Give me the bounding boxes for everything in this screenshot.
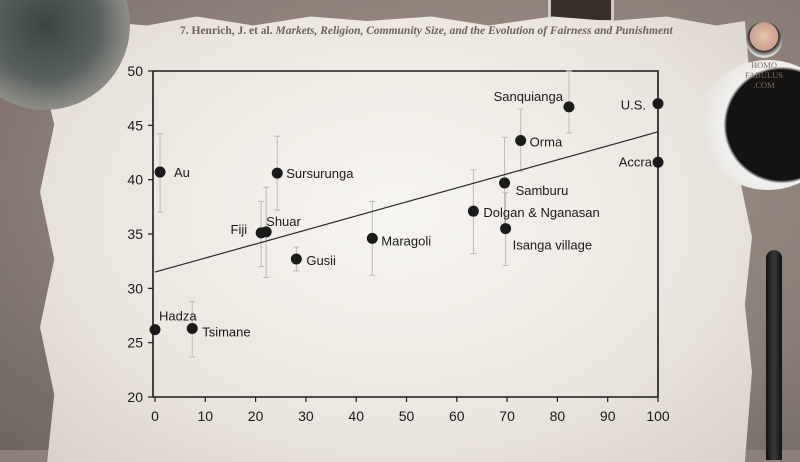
data-point — [500, 223, 512, 235]
data-point — [563, 101, 575, 113]
paper-sheet — [40, 16, 752, 462]
point-label: Hadza — [159, 309, 197, 324]
x-tick-label: 80 — [550, 408, 566, 424]
point-label: U.S. — [621, 98, 646, 113]
point-label: Dolgan & Nganasan — [483, 205, 599, 220]
plot-frame — [153, 70, 659, 397]
data-point — [467, 205, 479, 217]
x-tick-label: 40 — [348, 408, 364, 424]
data-point — [149, 324, 161, 336]
point-label: Shuar — [266, 214, 301, 229]
point-label: Isanga village — [513, 238, 593, 253]
data-point — [154, 166, 166, 178]
y-tick-label: 35 — [127, 226, 143, 242]
point-label: Accra — [619, 154, 653, 169]
data-point — [366, 232, 378, 244]
point-label: Maragoli — [381, 233, 431, 248]
pen — [766, 250, 782, 460]
watermark-line: HOMO — [751, 60, 777, 70]
y-tick-label: 45 — [127, 117, 143, 133]
citation-paper-title: Markets, Religion, Community Size, and t… — [275, 25, 673, 37]
y-tick-label: 30 — [127, 280, 143, 296]
data-point — [260, 226, 272, 238]
point-label: Orma — [530, 135, 563, 150]
data-point — [652, 156, 664, 168]
data-point — [499, 177, 511, 189]
x-tick-label: 100 — [646, 408, 670, 424]
data-point — [271, 167, 283, 179]
citation-title: 7. Henrich, J. et al. Markets, Religion,… — [180, 25, 673, 37]
point-label: Sursurunga — [286, 166, 354, 181]
point-label: Tsimane — [202, 325, 250, 340]
y-tick-label: 40 — [127, 172, 143, 188]
citation-prefix: 7. Henrich, J. et al. — [180, 25, 273, 37]
y-tick-label: 25 — [127, 335, 143, 351]
point-label: Gusii — [306, 253, 336, 268]
point-label: Fiji — [231, 222, 248, 237]
coffee-mug — [698, 60, 800, 190]
x-tick-label: 70 — [499, 408, 515, 424]
point-label: Au — [174, 165, 190, 180]
x-tick-label: 0 — [151, 408, 159, 424]
watermark-logo: HOMO FABULUS .COM — [740, 22, 788, 90]
scatter-chart: 0 10 20 30 40 50 60 70 80 90 100 20 25 30 35 40 45 50 Au Su… — [127, 63, 670, 424]
regression-line — [154, 131, 659, 273]
data-point — [186, 323, 198, 335]
x-tick-label: 20 — [248, 408, 264, 424]
watermark-line: FABULUS — [744, 70, 784, 80]
y-tick-label: 20 — [127, 389, 143, 405]
point-label: Sanquianga — [494, 89, 564, 104]
data-point — [515, 135, 527, 147]
x-tick-label: 60 — [449, 408, 465, 424]
x-tick-label: 90 — [600, 408, 616, 424]
x-tick-label: 10 — [198, 408, 214, 424]
x-tick-label: 50 — [399, 408, 415, 424]
watermark-line: .COM — [753, 80, 775, 90]
point-label: Samburu — [516, 183, 569, 198]
watermark-face-icon — [746, 22, 782, 58]
data-point — [290, 253, 302, 265]
x-tick-label: 30 — [298, 408, 314, 424]
data-point — [652, 98, 664, 110]
y-tick-label: 50 — [127, 63, 143, 79]
